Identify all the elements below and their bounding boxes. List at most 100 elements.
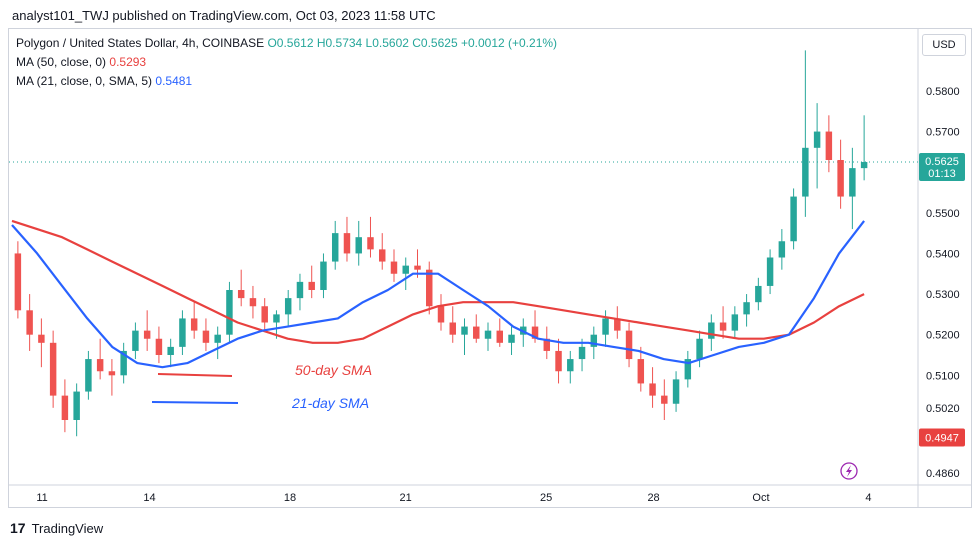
- candle-body[interactable]: [614, 318, 621, 331]
- candle-body[interactable]: [167, 346, 174, 355]
- candle-body[interactable]: [860, 162, 868, 169]
- candle-body[interactable]: [461, 326, 468, 335]
- candle-body[interactable]: [296, 281, 304, 299]
- candle-body[interactable]: [426, 269, 433, 307]
- candle-body[interactable]: [672, 379, 680, 404]
- candle-body[interactable]: [96, 359, 104, 372]
- candle-body[interactable]: [790, 196, 797, 242]
- ma21-annotation-text: 21-day SMA: [291, 395, 369, 411]
- candle-body[interactable]: [190, 318, 198, 331]
- candle-body[interactable]: [661, 395, 668, 404]
- candle-body[interactable]: [132, 330, 139, 351]
- candle-body[interactable]: [719, 322, 727, 331]
- candle-body[interactable]: [778, 241, 786, 258]
- candle-body[interactable]: [649, 383, 656, 396]
- candle-body[interactable]: [590, 334, 598, 347]
- candle-body[interactable]: [367, 237, 374, 250]
- candle-body[interactable]: [226, 290, 233, 335]
- candle-body[interactable]: [625, 330, 633, 360]
- y-tick-label: 0.5200: [926, 330, 960, 342]
- tradingview-logo-icon[interactable]: 17: [10, 520, 26, 536]
- candle-body[interactable]: [331, 233, 339, 262]
- candle-body[interactable]: [637, 359, 645, 384]
- ma50-row[interactable]: MA (50, close, 0) 0.5293: [16, 53, 557, 72]
- y-tick-label: 0.5800: [926, 86, 960, 98]
- lightning-bolt-icon: [846, 465, 852, 477]
- candle-body[interactable]: [743, 302, 750, 315]
- candle-body[interactable]: [320, 261, 327, 290]
- candle-body[interactable]: [825, 131, 833, 160]
- candle-body[interactable]: [473, 326, 480, 339]
- y-tick-label: 0.5700: [926, 127, 960, 139]
- candle-body[interactable]: [308, 281, 315, 290]
- candle-body[interactable]: [14, 253, 22, 311]
- candle-body[interactable]: [108, 371, 116, 376]
- candle-body[interactable]: [202, 330, 210, 343]
- ma50-label: MA (50, close, 0): [16, 55, 107, 69]
- candle-body[interactable]: [61, 395, 69, 420]
- candle-body[interactable]: [496, 330, 503, 343]
- candle-body[interactable]: [543, 338, 551, 351]
- ma21-label: MA (21, close, 0, SMA, 5): [16, 74, 153, 88]
- candle-body[interactable]: [437, 306, 445, 323]
- candle-body[interactable]: [731, 314, 739, 331]
- x-tick-label: 21: [400, 492, 412, 504]
- candle-body[interactable]: [26, 310, 33, 335]
- candle-body[interactable]: [555, 350, 562, 372]
- candle-body[interactable]: [837, 160, 844, 197]
- candle-body[interactable]: [120, 350, 127, 376]
- candle-body[interactable]: [531, 326, 539, 339]
- candle-body[interactable]: [567, 359, 574, 372]
- candle-body[interactable]: [696, 338, 703, 360]
- candle-body[interactable]: [73, 391, 80, 420]
- candle-body[interactable]: [849, 168, 856, 197]
- candle-body[interactable]: [261, 306, 268, 323]
- candle-body[interactable]: [755, 285, 762, 303]
- ma50-line[interactable]: [11, 219, 865, 344]
- y-tick-label: 0.5300: [926, 289, 960, 301]
- candle-body[interactable]: [249, 298, 257, 307]
- low-price-tag: [919, 428, 965, 447]
- candle-body[interactable]: [273, 314, 280, 323]
- candle-body[interactable]: [602, 318, 609, 335]
- candle-body[interactable]: [155, 338, 163, 355]
- ma50-value: 0.5293: [109, 55, 147, 69]
- candle-body[interactable]: [390, 261, 398, 274]
- ma21-line[interactable]: [11, 220, 865, 369]
- lightning-icon[interactable]: [840, 462, 858, 480]
- x-tick-label: 28: [647, 492, 659, 504]
- y-tick-label: 0.5100: [926, 370, 960, 382]
- brand-name: TradingView: [31, 520, 104, 536]
- candle-body[interactable]: [143, 330, 151, 339]
- current-price-tag: [919, 153, 965, 182]
- candle-body[interactable]: [684, 359, 692, 380]
- currency-button[interactable]: USD: [922, 34, 966, 56]
- candle-body[interactable]: [766, 257, 774, 286]
- candle-body[interactable]: [578, 346, 586, 360]
- ma21-row[interactable]: MA (21, close, 0, SMA, 5) 0.5481: [16, 72, 557, 91]
- candle-body[interactable]: [802, 147, 809, 197]
- x-tick-label: 25: [540, 492, 552, 504]
- candle-body[interactable]: [449, 322, 456, 335]
- candle-body[interactable]: [813, 131, 821, 148]
- candle-body[interactable]: [355, 237, 362, 254]
- candle-body[interactable]: [38, 334, 45, 343]
- candle-body[interactable]: [284, 298, 292, 315]
- y-tick-label: 0.5020: [926, 403, 960, 415]
- candle-body[interactable]: [379, 249, 386, 262]
- candle-body[interactable]: [402, 265, 409, 274]
- candle-body[interactable]: [214, 334, 221, 343]
- chart-frame: [8, 28, 972, 508]
- candle-body[interactable]: [508, 334, 515, 343]
- candle-body[interactable]: [343, 233, 351, 254]
- candle-body[interactable]: [49, 342, 57, 396]
- candle-body[interactable]: [708, 322, 715, 339]
- candle-body[interactable]: [179, 318, 186, 347]
- candle-body[interactable]: [85, 359, 92, 392]
- candle-body[interactable]: [484, 330, 492, 339]
- chart-legend: Polygon / United States Dollar, 4h, COIN…: [16, 34, 557, 91]
- price-countdown: 01:13: [928, 168, 956, 180]
- candle-body[interactable]: [237, 290, 245, 299]
- candle-body[interactable]: [414, 265, 421, 270]
